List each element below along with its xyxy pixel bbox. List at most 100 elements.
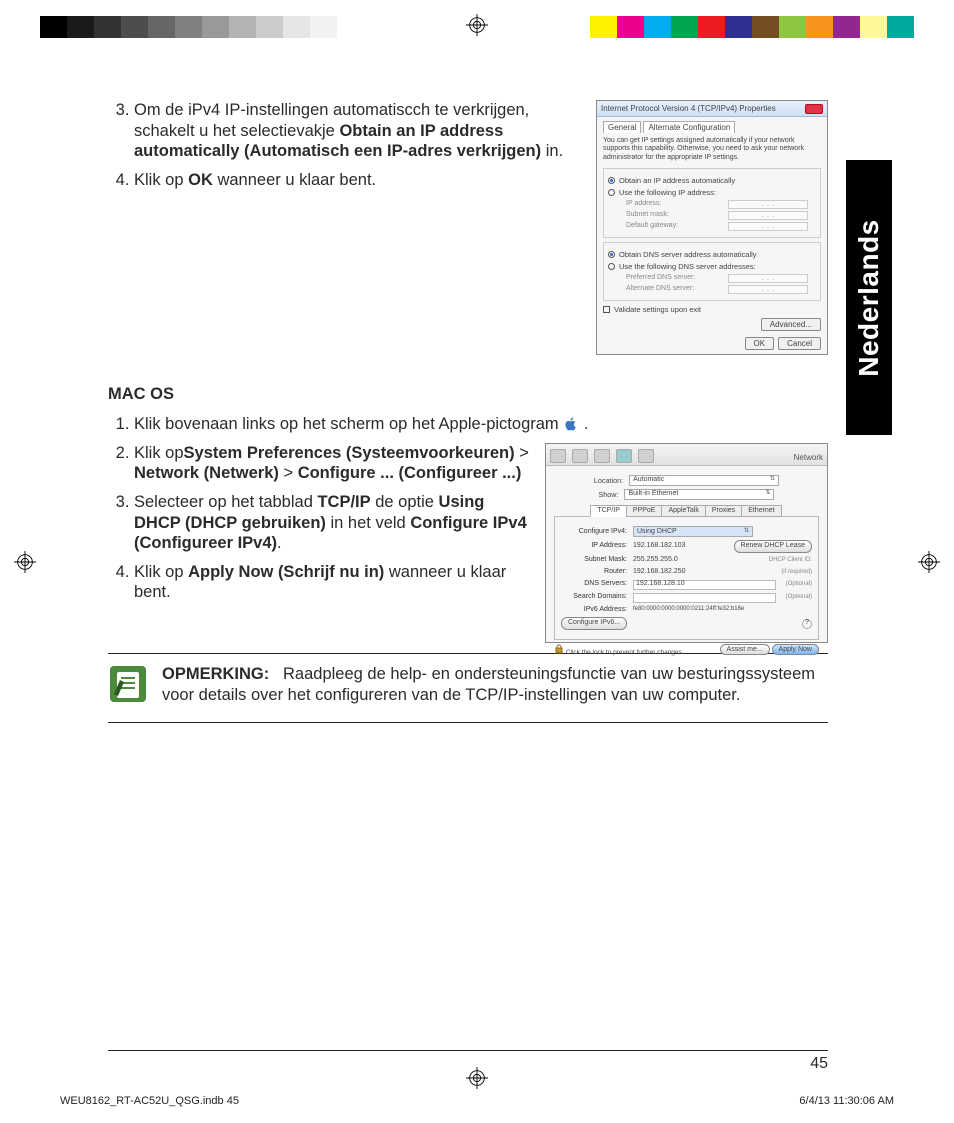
swatch: [283, 16, 310, 38]
label-ip: IP address:: [626, 200, 661, 209]
dialog-title: Internet Protocol Version 4 (TCP/IPv4) P…: [601, 104, 776, 113]
swatch: [806, 16, 833, 38]
assist-me-button[interactable]: Assist me...: [720, 644, 770, 655]
step-4-post: wanneer u klaar bent.: [213, 171, 376, 189]
language-tab-label: Nederlands: [853, 219, 885, 377]
swatch: [644, 16, 671, 38]
tab-tcpip[interactable]: TCP/IP: [590, 505, 627, 518]
label-mac-ipv6: IPv6 Address:: [561, 606, 627, 615]
label-mac-dns: DNS Servers:: [561, 580, 627, 589]
label-auto-ip: Obtain an IP address automatically: [619, 176, 735, 185]
mac-step-2-pre: Klik op: [134, 444, 184, 462]
input-mac-dns[interactable]: 192.168.128.10: [633, 580, 776, 590]
tab-ethernet[interactable]: Ethernet: [741, 505, 781, 518]
step-4-bold: OK: [188, 171, 213, 189]
mac-step-2-b2: Network (Netwerk): [134, 464, 279, 482]
value-mac-ip: 192.168.182.103: [633, 542, 686, 551]
toolbar-icon[interactable]: [616, 449, 632, 463]
select-cfg-ipv4[interactable]: Using DHCP⇅: [633, 526, 753, 537]
input-pref-dns[interactable]: . . .: [728, 274, 808, 283]
value-show: Built-in Ethernet: [628, 490, 678, 499]
mac-dialog-title: Network: [794, 453, 823, 463]
dialog-ipv4-properties: Internet Protocol Version 4 (TCP/IPv4) P…: [596, 100, 828, 355]
registration-mark-top-icon: [466, 14, 488, 36]
cancel-button[interactable]: Cancel: [778, 337, 821, 350]
note-optional: (Optional): [786, 594, 812, 602]
help-icon[interactable]: ?: [802, 619, 812, 629]
toolbar-icon[interactable]: [550, 449, 566, 463]
label-dhcp-client-id: DHCP Client ID:: [769, 557, 812, 565]
swatch: [725, 16, 752, 38]
mac-step-2-gt1: >: [515, 444, 529, 462]
print-footer: WEU8162_RT-AC52U_QSG.indb 45 6/4/13 11:3…: [60, 1095, 894, 1107]
input-ip[interactable]: . . .: [728, 200, 808, 209]
input-alt-dns[interactable]: . . .: [728, 285, 808, 294]
ok-button[interactable]: OK: [745, 337, 775, 350]
radio-use-dns[interactable]: [608, 263, 615, 270]
note-optional: (Optional): [786, 581, 812, 589]
page-number: 45: [108, 1050, 828, 1073]
tab-alternate[interactable]: Alternate Configuration: [643, 121, 735, 133]
renew-dhcp-button[interactable]: Renew DHCP Lease: [734, 540, 812, 553]
label-location: Location:: [594, 476, 623, 485]
input-mac-search[interactable]: [633, 593, 776, 603]
dialog-mac-network: Network Location: Automatic⇅ Show: Built…: [545, 443, 828, 643]
mac-step-3-pre: Selecteer op het tabblad: [134, 493, 317, 511]
label-mac-mask: Subnet Mask:: [561, 556, 627, 565]
input-gateway[interactable]: . . .: [728, 222, 808, 231]
value-location: Automatic: [633, 476, 664, 485]
label-gateway: Default gateway:: [626, 222, 678, 231]
tab-pppoe[interactable]: PPPoE: [626, 505, 663, 518]
note-icon: [108, 664, 148, 710]
step-4-pre: Klik op: [134, 171, 188, 189]
swatch: [860, 16, 887, 38]
chevron-updown-icon: ⇅: [765, 490, 770, 498]
toolbar-icon[interactable]: [638, 449, 654, 463]
steps-macos: Klik bovenaan links op het scherm op het…: [108, 414, 828, 603]
lock-icon[interactable]: [554, 644, 564, 654]
swatch: [337, 16, 364, 38]
value-mac-ipv6: fe80:0000:0000:0000:0211:24ff:fe32:b18e: [633, 606, 744, 614]
checkbox-validate[interactable]: [603, 306, 610, 313]
swatch: [94, 16, 121, 38]
mac-step-2-gt2: >: [279, 464, 298, 482]
close-icon[interactable]: [805, 104, 823, 114]
swatch: [202, 16, 229, 38]
tab-proxies[interactable]: Proxies: [705, 505, 742, 518]
swatch: [256, 16, 283, 38]
radio-auto-dns[interactable]: [608, 251, 615, 258]
note-text-wrap: OPMERKING: Raadpleeg de help- en onderst…: [162, 664, 828, 710]
label-alt-dns: Alternate DNS server:: [626, 285, 694, 294]
label-mac-ip: IP Address:: [561, 542, 627, 551]
radio-use-ip[interactable]: [608, 189, 615, 196]
page-content: Internet Protocol Version 4 (TCP/IPv4) P…: [108, 100, 828, 723]
mac-step-3-mid2: in het veld: [326, 514, 410, 532]
select-show[interactable]: Built-in Ethernet ⇅: [624, 489, 774, 500]
tab-appletalk[interactable]: AppleTalk: [661, 505, 705, 518]
mac-step-3-post: .: [277, 534, 282, 552]
language-tab: Nederlands: [846, 160, 892, 435]
radio-auto-ip[interactable]: [608, 177, 615, 184]
swatch: [887, 16, 914, 38]
chevron-updown-icon: ⇅: [744, 528, 749, 536]
mac-step-2-b3: Configure ... (Configureer ...): [298, 464, 522, 482]
apply-now-button[interactable]: Apply Now: [772, 644, 819, 655]
swatch: [310, 16, 337, 38]
macos-heading: MAC OS: [108, 385, 828, 404]
swatch: [698, 16, 725, 38]
configure-ipv6-button[interactable]: Configure IPv6...: [561, 617, 627, 630]
swatch: [752, 16, 779, 38]
dialog-description: You can get IP settings assigned automat…: [603, 137, 821, 162]
tab-general[interactable]: General: [603, 121, 641, 133]
swatch: [175, 16, 202, 38]
advanced-button[interactable]: Advanced...: [761, 318, 821, 331]
mac-step-1-text: Klik bovenaan links op het scherm op het…: [134, 415, 563, 433]
mac-step-1: Klik bovenaan links op het scherm op het…: [134, 414, 828, 435]
note-block: OPMERKING: Raadpleeg de help- en onderst…: [108, 653, 828, 723]
select-location[interactable]: Automatic⇅: [629, 475, 779, 486]
step-3-post: in.: [541, 142, 563, 160]
toolbar-icon[interactable]: [572, 449, 588, 463]
label-mac-router: Router:: [561, 568, 627, 577]
toolbar-icon[interactable]: [594, 449, 610, 463]
input-subnet[interactable]: . . .: [728, 211, 808, 220]
